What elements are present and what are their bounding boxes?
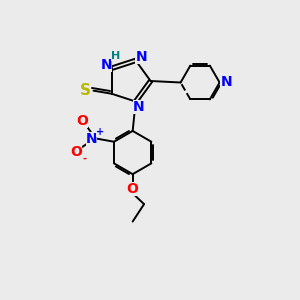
Text: H: H xyxy=(111,51,120,61)
Text: N: N xyxy=(220,76,232,89)
Text: O: O xyxy=(76,114,88,128)
Text: N: N xyxy=(100,58,112,72)
Text: O: O xyxy=(127,182,139,196)
Text: S: S xyxy=(80,83,91,98)
Text: N: N xyxy=(86,132,97,146)
Text: -: - xyxy=(82,154,86,164)
Text: N: N xyxy=(135,50,147,64)
Text: N: N xyxy=(133,100,145,114)
Text: O: O xyxy=(70,145,82,159)
Text: +: + xyxy=(95,127,104,137)
